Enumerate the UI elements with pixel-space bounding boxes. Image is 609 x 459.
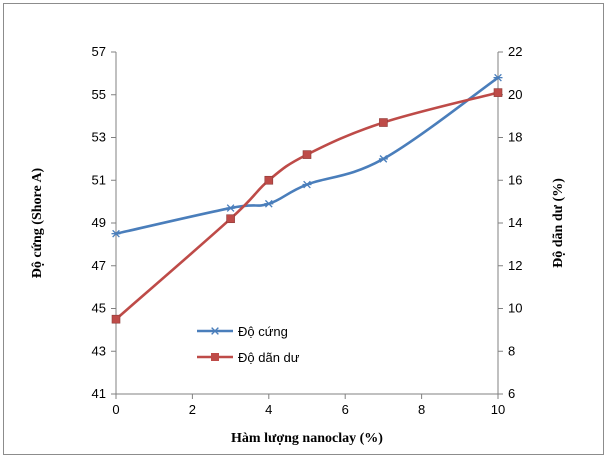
y-right-tick-label: 12 [508, 258, 522, 273]
series-point-square [226, 214, 235, 224]
legend-label: Độ cứng [238, 324, 288, 339]
series-layer [111, 73, 503, 324]
y-left-tick-label: 43 [92, 343, 106, 358]
x-tick-label: 0 [112, 402, 119, 417]
y-right-tick-label: 8 [508, 343, 515, 358]
series-point-star-d2 [264, 199, 273, 208]
y-right-tick-label: 20 [508, 87, 522, 102]
y-axis-title-right: Độ dãn dư (%) [551, 178, 566, 268]
chart-frame [3, 3, 604, 455]
legend-label: Độ dãn dư [238, 350, 300, 365]
legend-item: Độ cứng [197, 324, 288, 339]
legend-square-marker [211, 353, 219, 361]
series-point-star-d2 [494, 73, 502, 82]
y-left-tick-label: 57 [92, 44, 106, 59]
y-left-tick-label: 45 [92, 301, 106, 316]
y-right-tick-label: 16 [508, 172, 522, 187]
y-axis-title-left: Độ cứng (Shore A) [30, 167, 45, 278]
legend-item: Độ dãn dư [197, 350, 300, 365]
x-tick-label: 6 [342, 402, 349, 417]
series-line [115, 76, 499, 235]
x-tick-label: 10 [491, 402, 505, 417]
series-point-square [379, 118, 388, 127]
y-left-tick-label: 47 [92, 258, 106, 273]
series-point-star-d2 [379, 155, 388, 163]
y-left-tick-label: 49 [92, 215, 106, 230]
legend: Độ cứng Độ dãn dư [197, 324, 300, 365]
series-point-square [111, 314, 121, 324]
y-left-tick-label: 41 [92, 386, 106, 401]
series-point-star-d2 [112, 229, 120, 238]
series-line [115, 91, 499, 321]
series-point-star-d2 [226, 204, 235, 212]
x-tick-label: 4 [265, 402, 272, 417]
x-axis-title: Hàm lượng nanoclay (%) [231, 431, 383, 446]
y-right-tick-label: 6 [508, 386, 515, 401]
series-point-square [264, 175, 274, 185]
series-point-square [302, 150, 312, 159]
x-tick-label: 2 [189, 402, 196, 417]
axes: 0 2 4 6 8 10 41 43 45 47 49 51 53 55 57 6 8 10 12 14 16 18 20 2… [92, 44, 523, 417]
y-right-tick-label: 18 [508, 130, 522, 145]
y-right-tick-label: 10 [508, 301, 522, 316]
series-point-star-d2 [211, 327, 219, 335]
y-left-tick-label: 53 [92, 130, 106, 145]
y-right-tick-label: 14 [508, 215, 522, 230]
x-tick-label: 8 [418, 402, 425, 417]
y-right-tick-label: 22 [508, 44, 522, 59]
y-left-tick-label: 55 [92, 87, 106, 102]
y-left-tick-label: 51 [92, 172, 106, 187]
series-do-cung [111, 73, 503, 238]
series-point-square [493, 88, 503, 97]
series-point-star-d2 [303, 180, 311, 189]
series-do-dan-du [111, 88, 503, 324]
